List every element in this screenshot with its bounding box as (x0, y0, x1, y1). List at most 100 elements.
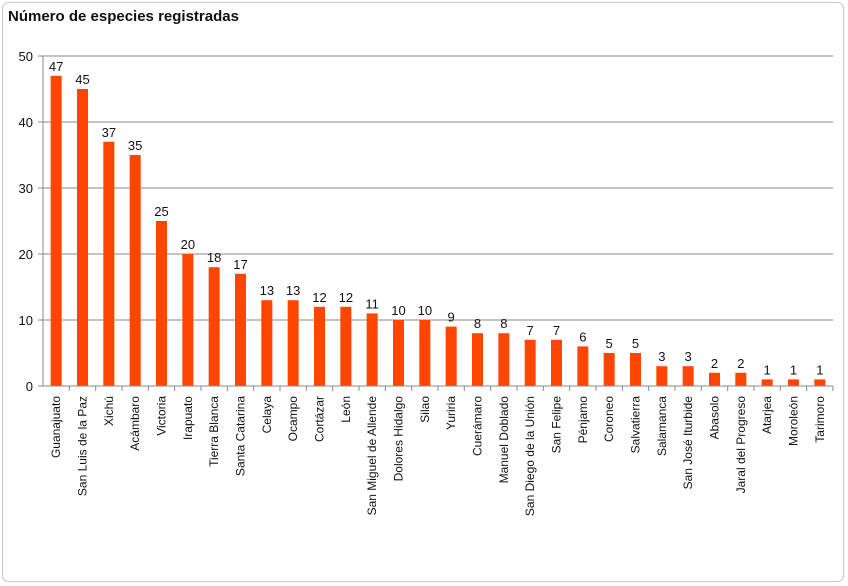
category-label: Jaral del Progreso (734, 396, 748, 494)
data-label: 20 (181, 237, 195, 252)
category-label: Manuel Doblado (497, 396, 511, 484)
data-label: 10 (391, 303, 405, 318)
y-axis: 0 10 20 30 40 50 (19, 49, 44, 394)
data-label: 35 (128, 138, 142, 153)
data-label: 5 (632, 336, 639, 351)
y-tick-label: 0 (26, 379, 33, 394)
category-label: Celaya (260, 396, 274, 434)
category-label: Ocampo (286, 396, 300, 442)
data-label: 2 (711, 356, 718, 371)
category-label: Silao (418, 396, 432, 423)
category-label: Cortázar (313, 396, 327, 442)
data-label: 1 (764, 362, 771, 377)
category-label: Cuerámaro (471, 396, 485, 456)
x-axis: Guanajuato San Luis de la Paz Xichú Acámbar… (43, 385, 834, 516)
category-label: San Diego de la Unión (523, 396, 537, 516)
data-label: 17 (233, 257, 247, 272)
bar (735, 372, 747, 386)
data-label: 1 (790, 362, 797, 377)
bar (419, 320, 431, 386)
bar (814, 379, 826, 386)
category-label: Tierra Blanca (207, 396, 221, 467)
category-label: Guanajuato (49, 396, 63, 458)
bar (77, 89, 88, 386)
category-label: Atarjea (760, 396, 774, 434)
bar (630, 353, 641, 386)
data-label: 9 (448, 310, 455, 325)
data-label: 5 (606, 336, 613, 351)
bar (682, 366, 694, 386)
bar (709, 372, 720, 386)
bar (129, 155, 141, 386)
bar (577, 346, 589, 386)
category-label: Santa Catarina (234, 396, 248, 476)
category-label: Salamanca (655, 396, 669, 456)
category-label: Coroneo (602, 396, 616, 442)
data-label: 3 (658, 349, 665, 364)
bar (103, 141, 115, 386)
bar (472, 333, 483, 386)
category-label: Yuriria (444, 396, 458, 430)
bar (340, 306, 352, 386)
bar (182, 254, 194, 386)
bar (498, 333, 510, 386)
bar (656, 366, 668, 386)
category-label: San Luis de la Paz (76, 396, 90, 496)
data-label: 25 (154, 204, 168, 219)
category-label: Moroleón (787, 396, 801, 446)
bar (261, 300, 273, 386)
category-label: Tarimoro (813, 396, 827, 443)
data-label: 10 (418, 303, 432, 318)
category-label: San Miguel de Allende (365, 396, 379, 516)
data-label: 1 (816, 362, 823, 377)
bar (156, 221, 167, 386)
bar (314, 306, 325, 386)
bar (287, 300, 299, 386)
data-label: 7 (527, 323, 534, 338)
data-label: 37 (102, 125, 116, 140)
bar (551, 339, 562, 386)
data-label: 12 (339, 290, 353, 305)
data-label: 8 (500, 316, 507, 331)
bar (788, 379, 799, 386)
category-label: Xichú (102, 396, 116, 426)
bar (208, 267, 220, 386)
bar (603, 353, 615, 386)
data-label: 8 (474, 316, 481, 331)
bar (524, 339, 536, 386)
data-label: 45 (75, 72, 89, 87)
bar (445, 326, 457, 386)
y-tick-label: 50 (19, 49, 33, 64)
data-label: 7 (553, 323, 560, 338)
y-tick-label: 20 (19, 247, 33, 262)
bar (235, 273, 246, 386)
y-tick-label: 30 (19, 181, 33, 196)
data-label: 13 (286, 283, 300, 298)
data-label: 11 (365, 296, 379, 311)
data-label: 13 (260, 283, 274, 298)
data-label: 3 (685, 349, 692, 364)
bars (50, 75, 826, 387)
data-label: 6 (579, 329, 586, 344)
category-label: Abasolo (708, 396, 722, 440)
bar (50, 75, 62, 387)
data-label: 2 (737, 356, 744, 371)
data-label: 18 (207, 250, 221, 265)
data-label: 47 (49, 59, 63, 74)
category-label: León (339, 396, 353, 423)
category-label: Pénjamo (576, 396, 590, 444)
bar (366, 313, 378, 386)
category-label: Irapuato (181, 396, 195, 440)
chart-title: Número de especies registradas (8, 8, 239, 25)
category-label: San José Iturbide (681, 396, 695, 490)
category-label: Acámbaro (128, 396, 142, 451)
data-label: 12 (312, 290, 326, 305)
category-label: Dolores Hidalgo (392, 396, 406, 482)
category-label: Victoria (155, 396, 169, 436)
category-label: San Felipe (550, 396, 564, 454)
bar (761, 379, 773, 386)
y-tick-label: 40 (19, 115, 33, 130)
